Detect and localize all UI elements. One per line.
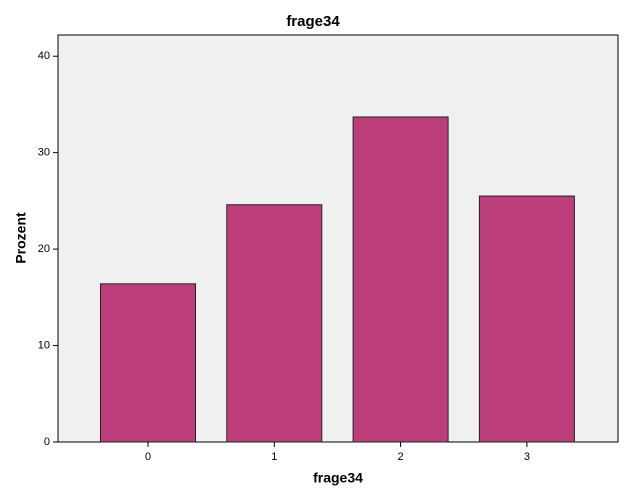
x-tick-label: 0	[145, 451, 151, 463]
x-tick-label: 1	[271, 451, 277, 463]
bar	[478, 195, 575, 443]
x-axis-label: frage34	[313, 470, 363, 486]
bar	[226, 204, 323, 443]
y-tick-label: 10	[38, 339, 50, 351]
y-axis-label: Prozent	[13, 212, 29, 264]
x-tick-label: 2	[398, 451, 404, 463]
bar	[352, 116, 449, 443]
x-tick-label: 3	[524, 451, 530, 463]
y-tick-label: 20	[38, 243, 50, 255]
y-tick-label: 0	[44, 436, 50, 448]
bar	[100, 283, 196, 443]
chart-title: frage34	[286, 13, 340, 30]
y-tick-label: 30	[38, 147, 50, 159]
y-tick-label: 40	[38, 50, 50, 62]
